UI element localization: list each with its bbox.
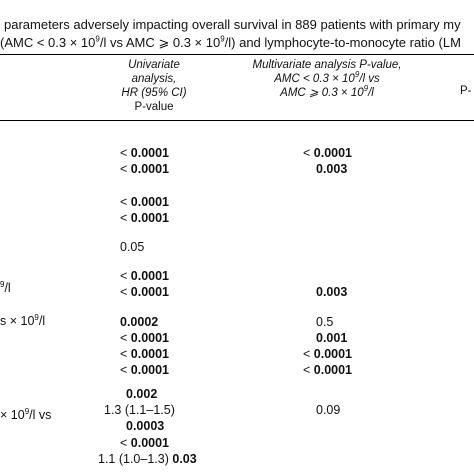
uni-value-5: 0.05	[120, 240, 145, 254]
uni-value-12: 0.002	[126, 387, 158, 401]
row-label-fragment-3: × 109/l vs	[0, 406, 52, 422]
multi-value-7: 0.003	[316, 285, 348, 299]
multi-value-10: < 0.0001	[303, 347, 353, 361]
uni-value-8: 0.0002	[120, 315, 159, 329]
multi-value-1: < 0.0001	[303, 146, 353, 160]
multi-value-11: < 0.0001	[303, 363, 353, 377]
uni-value-7: < 0.0001	[120, 285, 170, 299]
uni-value-11: < 0.0001	[120, 363, 170, 377]
multi-value-2: 0.003	[316, 162, 348, 176]
top-rule	[0, 54, 474, 55]
multi-value-9: 0.001	[316, 331, 348, 345]
uni-value-2: < 0.0001	[120, 162, 170, 176]
uni-value-10: < 0.0001	[120, 347, 170, 361]
uni-value-4: < 0.0001	[120, 211, 170, 225]
caption-line-1: parameters adversely impacting overall s…	[4, 17, 461, 32]
row-label-fragment-2: s × 109/l	[0, 312, 46, 328]
uni-value-3: < 0.0001	[120, 195, 170, 209]
uni-value-16: 1.1 (1.0–1.3) 0.03	[98, 452, 197, 466]
header-multivariate: Multivariate analysis P-value, AMC < 0.3…	[252, 59, 402, 99]
header-third-partial: P-	[460, 85, 472, 97]
header-univariate: Univariate analysis, HR (95% CI) P-value	[121, 59, 187, 113]
uni-value-13: 1.3 (1.1–1.5)	[104, 403, 175, 417]
header-rule	[0, 120, 474, 121]
uni-value-15: < 0.0001	[120, 436, 170, 450]
uni-value-9: < 0.0001	[120, 331, 170, 345]
multi-value-13: 0.09	[316, 403, 341, 417]
row-label-fragment-1: 9/l	[0, 279, 11, 295]
caption-line-2: (AMC < 0.3 × 109/l vs AMC ⩾ 0.3 × 109/l)…	[0, 34, 461, 50]
multi-value-8: 0.5	[316, 315, 334, 329]
uni-value-6: < 0.0001	[120, 269, 170, 283]
uni-value-14: 0.0003	[126, 419, 165, 433]
uni-value-1: < 0.0001	[120, 146, 170, 160]
